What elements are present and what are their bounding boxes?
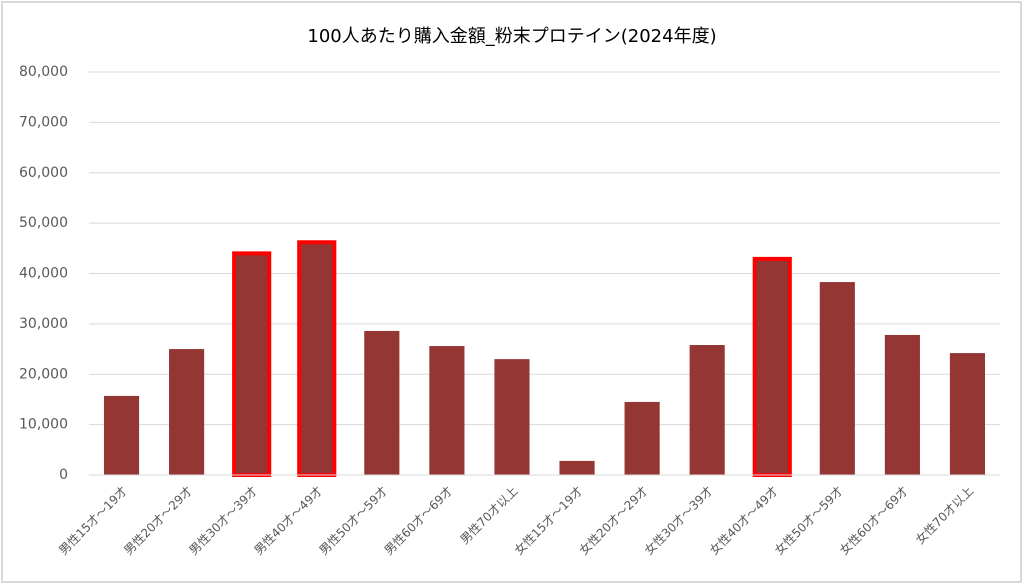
bar (624, 401, 660, 475)
bar (103, 395, 140, 475)
y-tick-label: 10,000 (19, 417, 68, 433)
bar (752, 256, 792, 477)
bar (884, 334, 920, 475)
y-tick-label: 20,000 (19, 366, 68, 382)
bar (559, 460, 595, 475)
bar (364, 330, 400, 475)
y-tick-label: 0 (59, 467, 68, 483)
chart-title: 100人あたり購入金額_粉末プロテイン(2024年度) (307, 26, 716, 47)
bar (689, 345, 725, 475)
bar (494, 359, 530, 475)
bar (819, 282, 855, 475)
y-tick-label: 80,000 (19, 64, 68, 80)
y-tick-label: 40,000 (19, 266, 68, 282)
y-tick-label: 30,000 (19, 316, 68, 332)
bar (429, 346, 465, 475)
y-tick-label: 50,000 (19, 215, 68, 231)
bar (169, 349, 205, 475)
y-tick-label: 60,000 (19, 165, 68, 181)
bar (297, 240, 337, 477)
y-tick-label: 70,000 (19, 114, 68, 130)
bar (232, 251, 272, 477)
bar (949, 353, 986, 475)
